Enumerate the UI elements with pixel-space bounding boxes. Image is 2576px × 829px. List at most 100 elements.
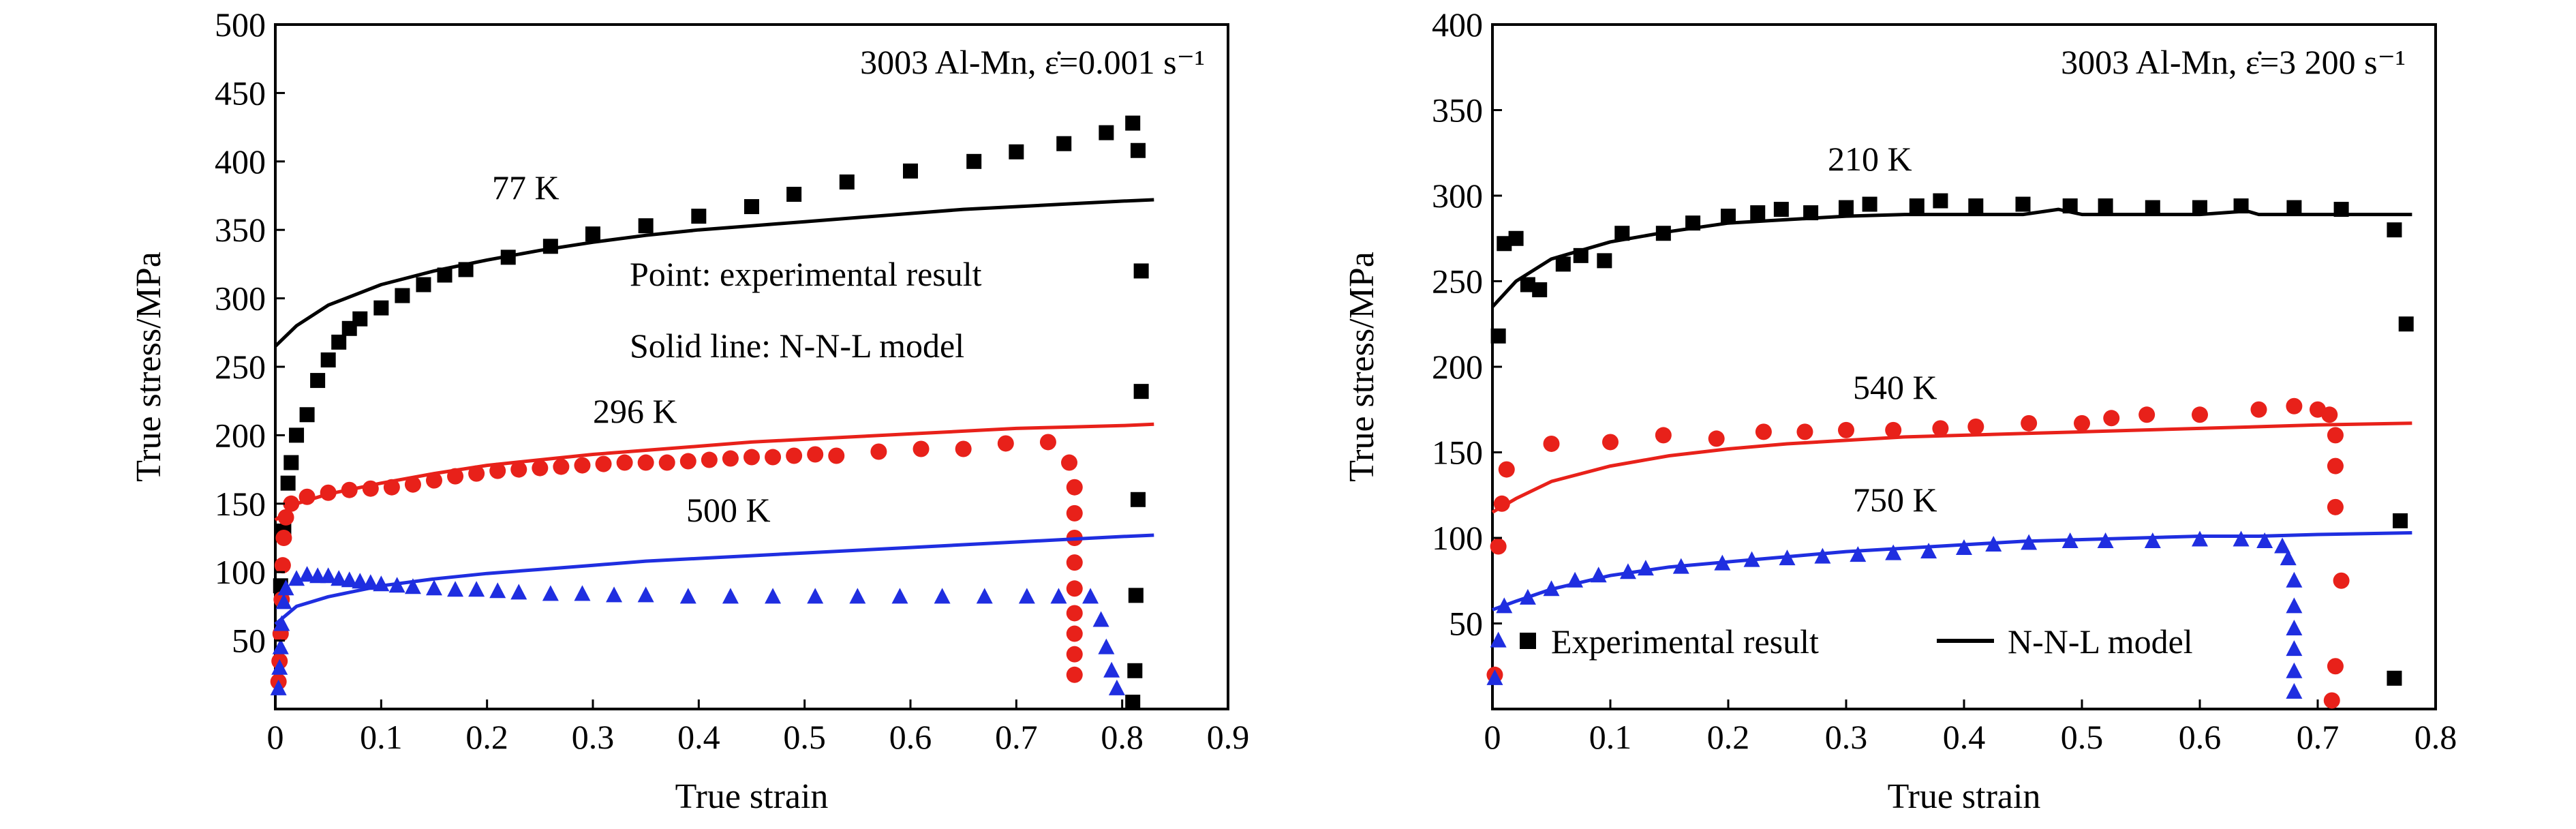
left-point-77-k (1130, 492, 1146, 507)
right-y-tick-label: 150 (1432, 434, 1483, 472)
left-plot-frame (274, 23, 1229, 710)
left-point-500-k (320, 567, 337, 584)
right-point-210-k (2286, 200, 2302, 215)
left-y-tick-label: 450 (215, 74, 266, 112)
right-x-tick-label: 0.8 (2414, 718, 2457, 756)
left-point-77-k (638, 218, 654, 234)
left-label-500k: 500 K (686, 491, 771, 529)
left-point-296-k (1066, 625, 1083, 642)
right-y-tick-label: 350 (1432, 91, 1483, 130)
left-point-77-k (903, 163, 918, 179)
right-point-540-k (2333, 572, 2350, 589)
left-x-tick-label: 0.4 (677, 718, 720, 756)
right-point-210-k (2145, 200, 2160, 215)
left-point-77-k (1125, 115, 1141, 131)
left-point-77-k (744, 199, 759, 215)
left-point-500-k (273, 615, 290, 631)
right-point-750-k (1850, 546, 1867, 562)
right-point-540-k (2138, 406, 2156, 423)
left-point-500-k (1050, 588, 1067, 604)
right-point-210-k (2192, 200, 2207, 215)
left-x-axis-title: True strain (675, 777, 829, 816)
left-condition-label: 3003 Al-Mn, ε̇=0.001 s⁻¹ (860, 43, 1205, 81)
right-point-210-k (2233, 198, 2249, 214)
right-point-540-k (1796, 423, 1813, 440)
right-label-540k: 540 K (1853, 368, 1937, 406)
right-point-210-k (1721, 209, 1736, 224)
right-ticks-layer: 0 0.1 0.2 0.3 0.4 0.5 0.6 0.7 0.8 50 100 150 200 250 3… (1432, 5, 2457, 756)
right-point-750-k (2286, 640, 2303, 657)
left-point-296-k (426, 472, 442, 489)
right-x-tick-label: 0.5 (2061, 718, 2104, 756)
left-point-296-k (1066, 666, 1083, 683)
right-point-540-k (2327, 457, 2344, 474)
left-point-500-k (331, 570, 348, 586)
right-condition-label: 3003 Al-Mn, ε̇=3 200 s⁻¹ (2061, 43, 2406, 81)
left-point-77-k (542, 239, 558, 254)
right-y-tick-label: 200 (1432, 348, 1483, 386)
left-point-77-k (320, 352, 336, 367)
right-point-750-k (2144, 532, 2161, 549)
left-point-77-k (299, 407, 315, 423)
left-point-500-k (679, 588, 696, 604)
right-point-750-k (1543, 580, 1560, 597)
left-x-tick-label: 0.9 (1207, 718, 1250, 756)
right-point-750-k (2021, 534, 2038, 550)
right-point-210-k (2062, 198, 2078, 214)
right-point-210-k (1490, 328, 1506, 344)
right-point-540-k (2321, 406, 2338, 423)
right-point-210-k (1597, 253, 1612, 269)
right-point-750-k (1814, 547, 1831, 564)
left-point-296-k (701, 451, 718, 468)
left-point-296-k (341, 481, 358, 498)
right-point-750-k (2097, 532, 2114, 549)
left-point-77-k (1130, 142, 1146, 158)
right-point-210-k (1933, 193, 1948, 209)
left-x-tick-label: 0.1 (360, 718, 403, 756)
left-point-500-k (722, 588, 739, 604)
right-point-750-k (1567, 571, 1584, 588)
right-point-750-k (2256, 532, 2273, 549)
left-label-77k: 77 K (492, 168, 559, 207)
right-point-750-k (1496, 597, 1513, 614)
left-point-296-k (274, 557, 291, 574)
right-x-tick-label: 0.6 (2179, 718, 2222, 756)
right-point-210-k (1520, 277, 1535, 292)
left-point-500-k (1103, 661, 1120, 678)
right-point-210-k (2398, 316, 2414, 332)
left-point-296-k (616, 454, 633, 471)
left-point-296-k (362, 480, 379, 497)
right-y-tick-label: 300 (1432, 177, 1483, 215)
left-point-500-k (1092, 611, 1109, 627)
right-legend: Experimental result N-N-L model (1520, 622, 2193, 661)
left-point-296-k (722, 450, 739, 467)
left-point-77-k (691, 209, 707, 224)
left-model-line-500-k (274, 533, 1154, 626)
left-y-axis-title: True stress/MPa (129, 252, 168, 482)
left-point-77-k (1128, 588, 1144, 603)
right-model-line-540-k (1491, 421, 2412, 514)
left-point-296-k (275, 530, 292, 546)
right-point-540-k (2327, 427, 2344, 444)
right-point-750-k (2286, 571, 2303, 588)
right-point-750-k (2280, 549, 2297, 566)
right-point-750-k (2286, 662, 2303, 678)
left-point-77-k (786, 186, 802, 202)
left-point-500-k (765, 588, 782, 604)
right-point-540-k (1602, 434, 1619, 451)
right-point-210-k (2393, 513, 2408, 528)
right-point-210-k (1497, 236, 1512, 252)
left-chart-panel: 0 0.1 0.2 0.3 0.4 0.5 0.6 0.7 0.8 0.9 50 100 150 200 2… (129, 5, 1249, 816)
left-point-296-k (1039, 434, 1056, 451)
left-point-296-k (320, 484, 337, 501)
right-point-210-k (1750, 205, 1766, 221)
right-point-210-k (1839, 200, 1854, 215)
left-point-500-k (1098, 638, 1115, 654)
left-point-500-k (807, 588, 824, 604)
right-point-540-k (2021, 414, 2038, 432)
right-point-540-k (2286, 397, 2303, 414)
right-point-210-k (1803, 205, 1819, 221)
left-point-296-k (913, 440, 930, 457)
left-point-77-k (1125, 694, 1141, 710)
